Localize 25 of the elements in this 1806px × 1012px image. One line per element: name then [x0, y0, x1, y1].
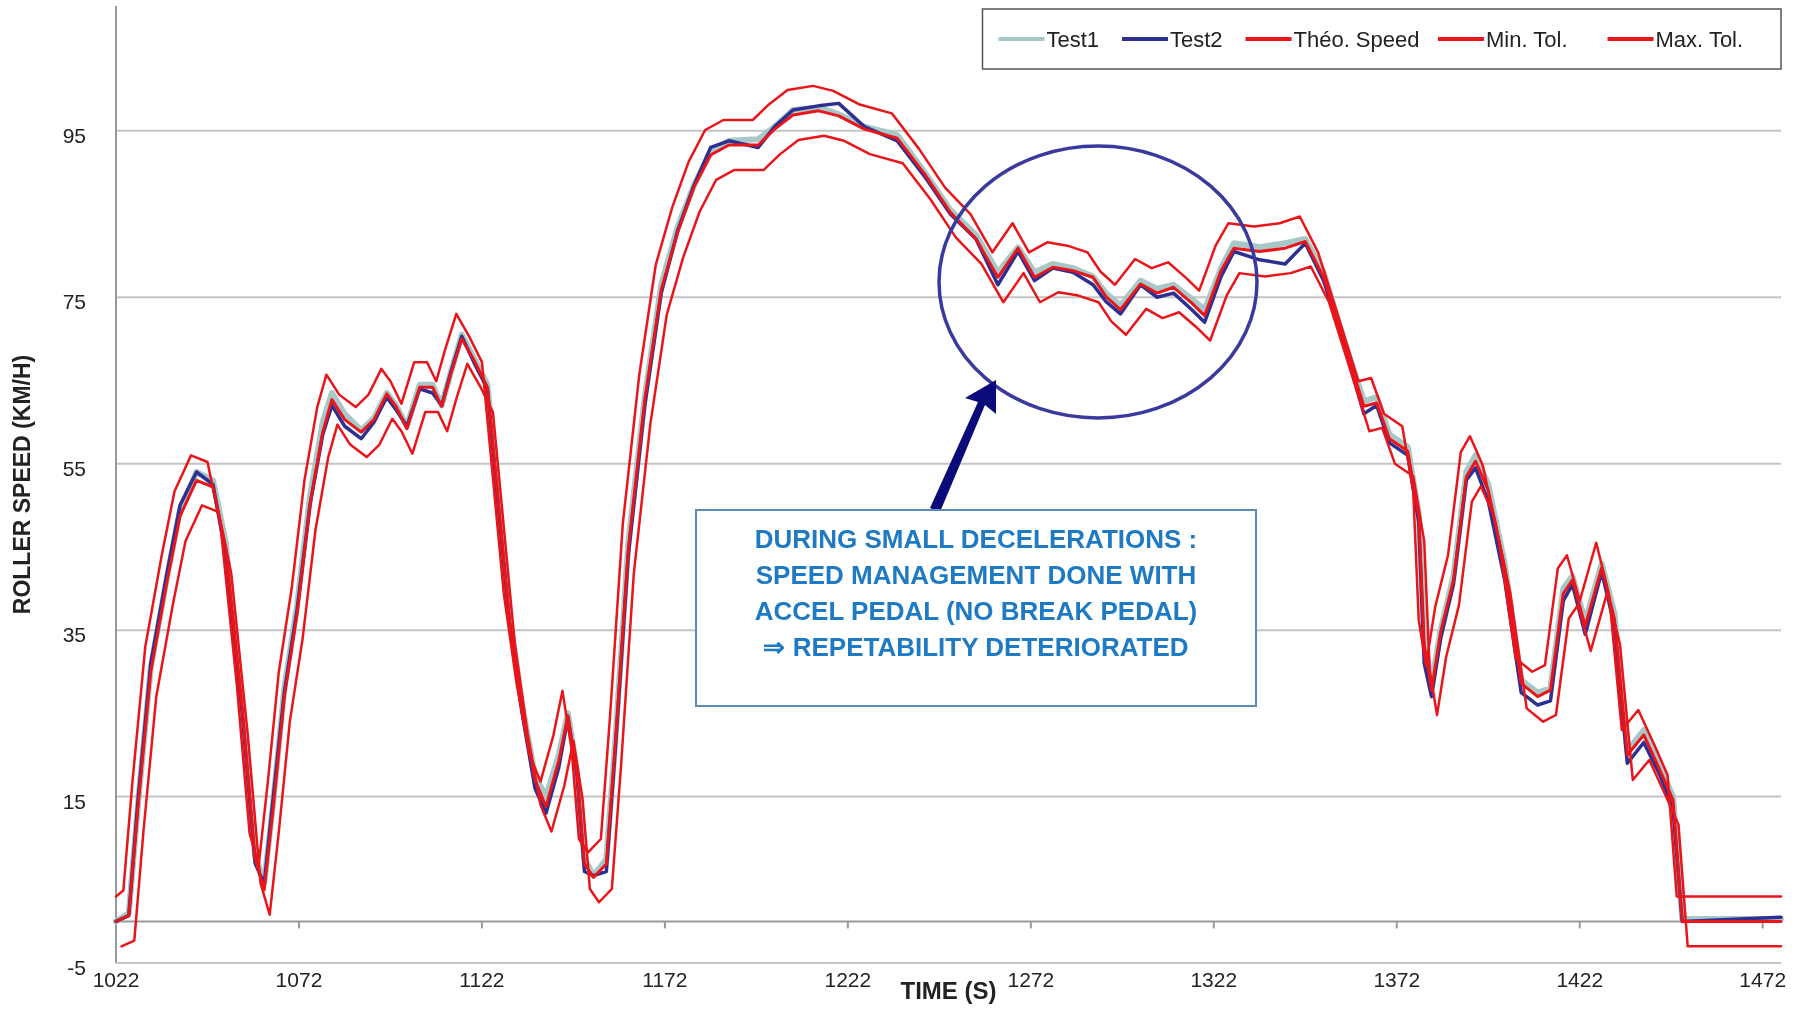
y-axis-title: ROLLER SPEED (KM/H)	[9, 354, 35, 615]
legend-label: Test1	[1046, 27, 1100, 52]
legend-label: Max. Tol.	[1655, 27, 1744, 52]
legend-label: Min. Tol.	[1486, 27, 1568, 52]
x-tick-label: 1322	[1190, 968, 1238, 991]
y-tick-label: 55	[62, 456, 86, 480]
x-axis-title: TIME (S)	[900, 977, 997, 1004]
x-tick-label: 1372	[1373, 968, 1421, 991]
y-tick-label: 35	[62, 623, 86, 647]
annotation: DURING SMALL DECELERATIONS : SPEED MANAGEMENT DONE WITH ACCEL PEDAL (NO BREAK PEDAL) ⇒ REPETABILITY DETERIORATED	[754, 524, 1198, 662]
x-tick-label: 1222	[824, 968, 872, 991]
x-tick-label: 1472	[1739, 968, 1787, 991]
x-tick-label: 1422	[1556, 968, 1604, 991]
y-tick-label: 15	[62, 789, 86, 813]
note-box: DURING SMALL DECELERATIONS : SPEED MANAGEMENT DONE WITH ACCEL PEDAL (NO BREAK PEDAL) ⇒ REPETABILITY DETERIORATED	[695, 509, 1257, 707]
x-tick-label: 1022	[92, 968, 140, 991]
y-tick-label: 75	[62, 290, 86, 314]
legend-label: Théo. Speed	[1293, 27, 1420, 52]
x-tick-label: 1072	[275, 968, 323, 991]
y-tick-label: -5	[67, 956, 86, 979]
y-tick-label: 95	[62, 123, 86, 147]
x-tick-label: 1172	[642, 968, 688, 991]
x-tick-label: 1122	[459, 968, 505, 991]
legend-label: Test2	[1170, 27, 1223, 52]
x-tick-label: 1272	[1007, 968, 1055, 991]
